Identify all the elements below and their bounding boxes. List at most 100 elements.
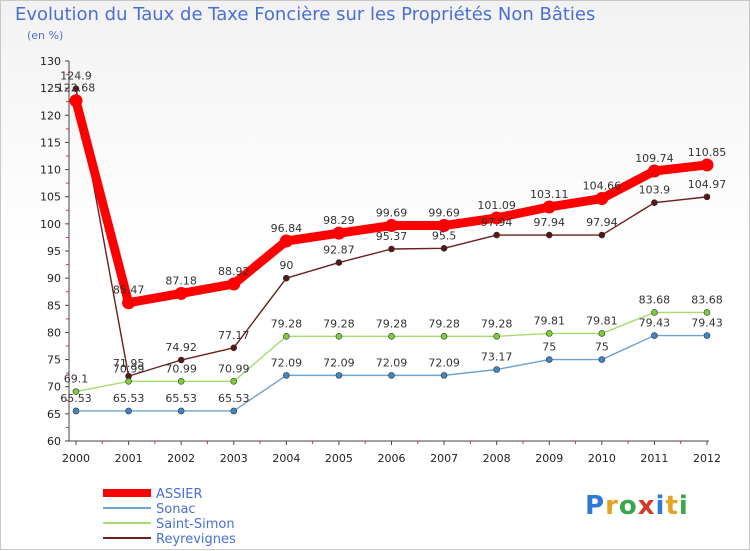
data-point-reyrevignes bbox=[651, 199, 658, 206]
chart-title: Evolution du Taux de Taxe Foncière sur l… bbox=[15, 4, 596, 25]
data-label-sonac: 72.09 bbox=[428, 356, 460, 369]
data-label-reyrevignes: 97.94 bbox=[586, 216, 618, 229]
series-line-assier bbox=[71, 96, 712, 308]
logo-letter: P bbox=[585, 491, 606, 521]
data-point-reyrevignes bbox=[335, 259, 343, 266]
logo-letter: i bbox=[678, 491, 689, 521]
data-label-sonac: 72.09 bbox=[271, 356, 303, 369]
logo-letter: o bbox=[618, 491, 638, 521]
data-point-assier bbox=[542, 200, 556, 214]
data-label-assier: 99.69 bbox=[376, 207, 408, 220]
data-point-assier bbox=[227, 277, 241, 291]
data-point-saint-simon bbox=[703, 309, 711, 316]
data-point-assier bbox=[490, 211, 504, 225]
data-label-saint-simon: 79.81 bbox=[586, 314, 618, 327]
data-point-sonac bbox=[493, 366, 500, 373]
data-label-assier: 85.47 bbox=[113, 284, 145, 297]
data-label-reyrevignes: 103.9 bbox=[639, 184, 671, 197]
x-tick-label: 2007 bbox=[430, 452, 458, 465]
data-point-saint-simon bbox=[72, 388, 80, 395]
y-tick-label: 80 bbox=[47, 326, 61, 339]
x-tick-label: 2010 bbox=[588, 452, 616, 465]
data-label-reyrevignes: 71.95 bbox=[113, 357, 145, 370]
x-tick-label: 2004 bbox=[272, 452, 300, 465]
data-point-sonac bbox=[230, 407, 238, 415]
data-point-sonac bbox=[440, 372, 448, 379]
y-tick-label: 115 bbox=[40, 136, 61, 149]
data-point-assier bbox=[332, 226, 346, 240]
data-label-sonac: 75 bbox=[595, 341, 609, 354]
y-tick-label: 125 bbox=[40, 82, 61, 95]
data-label-reyrevignes: 95.37 bbox=[376, 230, 408, 243]
x-tick-label: 2000 bbox=[62, 452, 90, 465]
y-tick-label: 100 bbox=[40, 218, 61, 231]
data-label-sonac: 72.09 bbox=[323, 356, 355, 369]
x-tick-label: 2003 bbox=[220, 452, 248, 465]
data-label-saint-simon: 79.28 bbox=[323, 317, 355, 330]
data-label-assier: 96.84 bbox=[271, 222, 303, 235]
y-axis-unit-label: (en %) bbox=[27, 29, 64, 42]
data-label-assier: 87.18 bbox=[165, 274, 197, 287]
x-tick-label: 2006 bbox=[378, 452, 406, 465]
data-point-assier bbox=[595, 192, 609, 206]
data-point-reyrevignes bbox=[388, 245, 395, 253]
y-tick-label: 105 bbox=[40, 191, 61, 204]
data-point-saint-simon bbox=[440, 333, 448, 340]
data-label-reyrevignes: 97.94 bbox=[534, 216, 566, 229]
data-point-reyrevignes bbox=[545, 231, 553, 239]
data-point-reyrevignes bbox=[598, 231, 606, 239]
y-tick-label: 120 bbox=[40, 109, 61, 122]
y-tick-label: 90 bbox=[47, 272, 61, 285]
x-tick-label: 2002 bbox=[167, 452, 195, 465]
data-label-reyrevignes: 92.87 bbox=[323, 244, 355, 257]
data-label-reyrevignes: 74.92 bbox=[165, 341, 197, 354]
data-point-saint-simon bbox=[493, 333, 500, 340]
data-point-sonac bbox=[651, 332, 658, 339]
data-label-assier: 99.69 bbox=[428, 207, 460, 220]
data-label-assier: 103.11 bbox=[530, 188, 569, 201]
data-point-saint-simon bbox=[545, 330, 553, 337]
data-label-assier: 122.68 bbox=[57, 82, 96, 95]
y-tick-label: 95 bbox=[47, 245, 61, 258]
data-point-reyrevignes bbox=[230, 344, 238, 352]
data-label-sonac: 73.17 bbox=[481, 351, 513, 364]
data-point-sonac bbox=[72, 407, 80, 415]
legend-label-sonac: Sonac bbox=[156, 502, 196, 517]
data-point-saint-simon bbox=[125, 378, 132, 385]
data-label-reyrevignes: 95.5 bbox=[432, 229, 457, 242]
data-label-sonac: 75 bbox=[542, 341, 556, 354]
data-label-assier: 98.29 bbox=[323, 214, 355, 227]
logo-letter: r bbox=[605, 491, 619, 521]
data-point-assier bbox=[279, 234, 293, 248]
data-point-saint-simon bbox=[598, 330, 606, 337]
data-label-assier: 101.09 bbox=[477, 199, 516, 212]
data-label-saint-simon: 79.28 bbox=[428, 317, 460, 330]
x-tick-label: 2005 bbox=[325, 452, 353, 465]
data-label-saint-simon: 69.1 bbox=[64, 373, 89, 386]
y-tick-label: 60 bbox=[47, 435, 61, 448]
y-tick-label: 130 bbox=[40, 55, 61, 68]
data-label-sonac: 79.43 bbox=[639, 317, 671, 330]
data-label-sonac: 79.43 bbox=[691, 317, 723, 330]
data-point-assier bbox=[69, 94, 83, 108]
data-label-saint-simon: 83.68 bbox=[639, 293, 671, 306]
data-label-assier: 88.92 bbox=[218, 265, 250, 278]
data-point-sonac bbox=[283, 372, 290, 379]
legend-label-reyrevignes: Reyrevignes bbox=[156, 532, 236, 547]
data-point-sonac bbox=[335, 372, 343, 379]
logo-letter: i bbox=[655, 491, 666, 521]
data-point-reyrevignes bbox=[703, 193, 711, 201]
y-tick-label: 85 bbox=[47, 299, 61, 312]
data-label-saint-simon: 79.28 bbox=[376, 317, 408, 330]
data-point-reyrevignes bbox=[440, 244, 448, 252]
data-label-reyrevignes: 124.9 bbox=[60, 70, 92, 83]
data-point-assier bbox=[437, 219, 451, 233]
data-label-reyrevignes: 97.94 bbox=[481, 216, 513, 229]
data-point-sonac bbox=[125, 407, 132, 415]
x-tick-label: 2008 bbox=[483, 452, 511, 465]
data-label-assier: 109.74 bbox=[635, 152, 674, 165]
y-tick-label: 110 bbox=[40, 164, 61, 177]
data-point-sonac bbox=[598, 356, 606, 363]
data-label-reyrevignes: 77.17 bbox=[218, 329, 250, 342]
